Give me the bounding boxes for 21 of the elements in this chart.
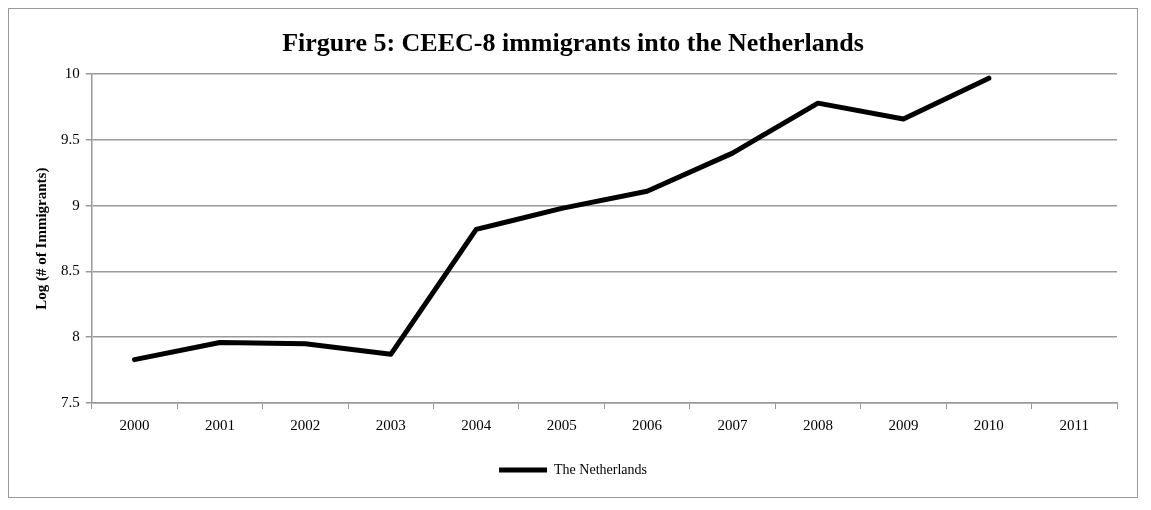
x-tick-label: 2001 xyxy=(204,416,235,433)
y-tick-label: 8 xyxy=(72,328,80,345)
y-tick-label: 9.5 xyxy=(61,130,80,147)
x-tick-label: 2003 xyxy=(375,416,406,433)
x-tick-label: 2005 xyxy=(546,416,577,433)
x-tick-label: 2000 xyxy=(119,416,150,433)
x-tick-label: 2009 xyxy=(888,416,919,433)
y-tick-label: 9 xyxy=(72,196,80,213)
y-tick-label: 10 xyxy=(64,65,80,82)
x-tick-label: 2008 xyxy=(802,416,833,433)
x-tick-label: 2006 xyxy=(632,416,663,433)
x-tick-label: 2004 xyxy=(461,416,492,433)
legend-label: The Netherlands xyxy=(554,461,647,477)
x-tick-label: 2002 xyxy=(290,416,321,433)
chart-title: Firgure 5: CEEC-8 immigrants into the Netherlands xyxy=(282,28,864,58)
x-tick-label: 2011 xyxy=(1059,416,1090,433)
y-axis-title: Log (# of Immigrants) xyxy=(32,167,50,310)
y-tick-label: 7.5 xyxy=(61,393,80,410)
x-tick-label: 2007 xyxy=(717,416,749,433)
x-tick-label: 2010 xyxy=(973,416,1004,433)
y-tick-label: 8.5 xyxy=(61,262,80,279)
